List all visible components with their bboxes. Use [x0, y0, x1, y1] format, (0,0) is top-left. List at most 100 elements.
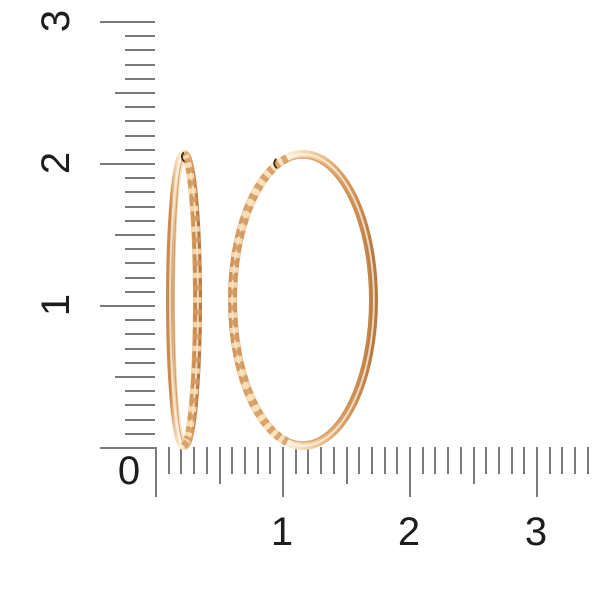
- hoop-facet: [237, 369, 247, 377]
- hoop-facet: [188, 405, 198, 413]
- hoop-facet: [280, 435, 290, 446]
- horizontal-ruler-tick: [346, 447, 348, 484]
- hoop-facet: [276, 156, 286, 167]
- hoop-facet: [269, 428, 280, 438]
- earring-right-wrap-graphic: [228, 150, 378, 450]
- hoop-facet: [235, 230, 245, 238]
- hoop-facet: [228, 304, 237, 311]
- hoop-facet: [191, 367, 201, 374]
- hoop-facet: [192, 333, 202, 340]
- hoop-facet: [192, 357, 201, 363]
- hoop-facets: [228, 154, 290, 446]
- hoop-facet: [188, 187, 198, 195]
- hoop-facet: [228, 297, 237, 303]
- horizontal-ruler-tick: [511, 447, 513, 474]
- vertical-ruler-tick: [100, 163, 155, 165]
- horizontal-ruler-label-2: 2: [397, 510, 421, 554]
- horizontal-ruler-tick: [168, 447, 170, 474]
- horizontal-ruler-tick: [422, 447, 424, 474]
- hoop-clasp-notch: [273, 158, 278, 169]
- hoop-facet: [192, 260, 202, 267]
- vertical-ruler-tick: [125, 220, 155, 222]
- hoop-facet: [231, 341, 241, 349]
- horizontal-ruler-tick: [219, 447, 221, 484]
- hoop-facet: [266, 424, 276, 435]
- horizontal-ruler-tick: [561, 447, 563, 474]
- horizontal-ruler-tick: [498, 447, 500, 474]
- hoop-facet: [253, 182, 264, 192]
- hoop-facet: [243, 387, 254, 396]
- earring-left-wrap-graphic: [166, 150, 202, 450]
- ruler-origin-label: 0: [117, 449, 141, 493]
- hoop-facet: [256, 177, 267, 187]
- horizontal-ruler-tick: [206, 447, 208, 474]
- hoop-facet: [193, 321, 202, 328]
- horizontal-ruler-tick: [587, 447, 589, 474]
- hoop-facet: [245, 393, 256, 402]
- vertical-ruler-tick: [115, 92, 155, 94]
- vertical-ruler-tick: [125, 262, 155, 264]
- horizontal-ruler-tick: [231, 447, 233, 474]
- hoop-facet: [232, 348, 242, 356]
- hoop-facet: [228, 312, 238, 319]
- vertical-ruler-label-2: 2: [34, 151, 78, 175]
- hoop-facet: [250, 187, 261, 197]
- horizontal-ruler-tick: [574, 447, 576, 474]
- hoop-facet: [269, 162, 280, 172]
- vertical-ruler-tick: [125, 433, 155, 435]
- hoop-facet: [231, 251, 241, 259]
- hoop-facet: [235, 362, 245, 370]
- vertical-ruler-tick: [125, 177, 155, 179]
- hoop-facet: [262, 169, 273, 179]
- horizontal-ruler-tick: [333, 447, 335, 474]
- vertical-ruler-tick: [125, 419, 155, 421]
- vertical-ruler-tick: [125, 333, 155, 335]
- hoop-facet: [273, 430, 283, 441]
- hoop-facet: [233, 237, 244, 245]
- horizontal-ruler-tick: [523, 447, 525, 474]
- hoop-facet: [253, 408, 264, 418]
- vertical-ruler-tick: [125, 348, 155, 350]
- horizontal-ruler-tick: [409, 447, 411, 497]
- hoop-facet: [248, 192, 259, 202]
- vertical-ruler-label-3: 3: [34, 9, 78, 33]
- horizontal-ruler-tick: [193, 447, 195, 474]
- vertical-ruler-tick: [125, 362, 155, 364]
- vertical-ruler-tick: [125, 277, 155, 279]
- horizontal-ruler-tick: [320, 447, 322, 474]
- vertical-ruler-tick: [125, 206, 155, 208]
- hoop-facet: [230, 259, 240, 266]
- hoop-facet: [229, 327, 239, 334]
- hoop-facet: [193, 284, 202, 291]
- hoop-facet: [190, 205, 199, 212]
- horizontal-ruler-tick: [282, 447, 284, 497]
- hoop-facet: [186, 172, 196, 180]
- horizontal-ruler-tick: [384, 447, 386, 474]
- horizontal-ruler-tick: [536, 447, 538, 497]
- hoop-facet: [190, 378, 200, 385]
- hoop-facet: [239, 216, 249, 225]
- horizontal-ruler-tick: [257, 447, 259, 474]
- horizontal-ruler-tick: [295, 447, 297, 474]
- vertical-ruler-tick: [125, 106, 155, 108]
- horizontal-ruler-tick: [460, 447, 462, 474]
- hoop-facet: [237, 223, 247, 231]
- hoop-facet: [229, 319, 238, 326]
- hoop-facet: [266, 165, 276, 176]
- vertical-ruler-tick: [125, 149, 155, 151]
- hoop-facet: [262, 421, 273, 431]
- hoop-facet: [259, 417, 270, 427]
- horizontal-ruler-tick: [307, 447, 309, 474]
- vertical-ruler-tick: [125, 135, 155, 137]
- vertical-ruler-tick: [125, 120, 155, 122]
- hoop-facet: [192, 237, 201, 243]
- horizontal-ruler-tick: [180, 447, 182, 474]
- horizontal-ruler-tick: [358, 447, 360, 474]
- horizontal-ruler-tick: [371, 447, 373, 474]
- hoop-clasp-notch: [180, 152, 185, 163]
- hoop-facet: [243, 204, 254, 213]
- hoop-facet: [241, 381, 251, 390]
- vertical-ruler-tick: [125, 390, 155, 392]
- hoop-facet: [245, 198, 256, 207]
